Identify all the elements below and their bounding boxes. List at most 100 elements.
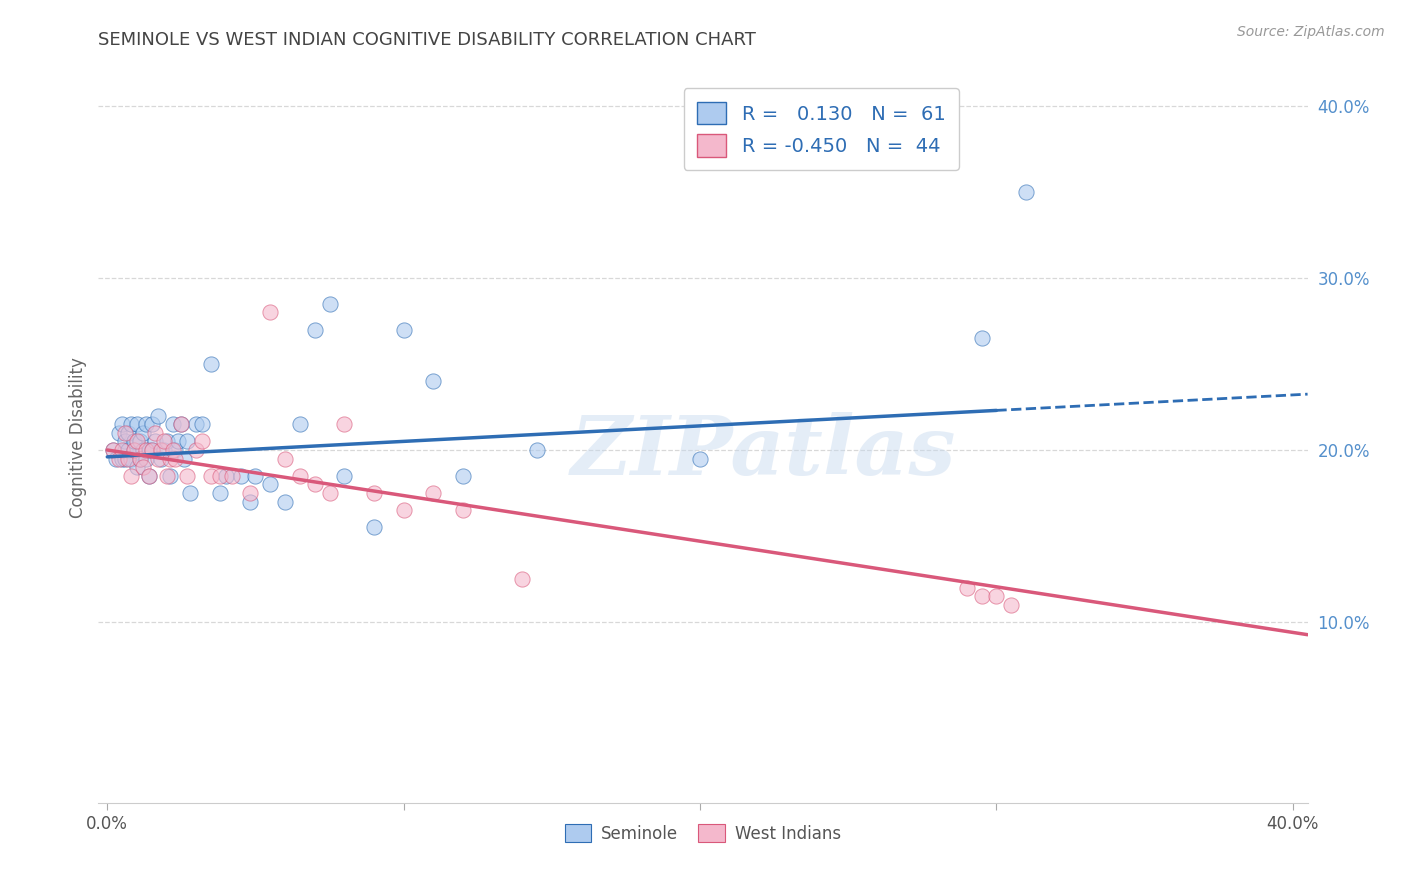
Point — [333, 417, 356, 432]
Y-axis label: Cognitive Disability: Cognitive Disability — [69, 357, 87, 517]
Point — [259, 477, 281, 491]
Point — [170, 417, 193, 432]
Point — [200, 357, 222, 371]
Point — [176, 468, 198, 483]
Point — [1015, 185, 1038, 199]
Point — [200, 468, 222, 483]
Point — [451, 468, 474, 483]
Point — [135, 417, 157, 432]
Text: ZIPatlas: ZIPatlas — [571, 412, 956, 491]
Point — [245, 468, 267, 483]
Point — [146, 451, 169, 466]
Point — [304, 322, 326, 336]
Point — [138, 442, 160, 457]
Point — [135, 442, 157, 457]
Point — [173, 451, 195, 466]
Point — [986, 589, 1008, 603]
Point — [191, 417, 214, 432]
Point — [165, 442, 187, 457]
Point — [689, 451, 711, 466]
Point — [132, 460, 155, 475]
Point — [956, 581, 979, 595]
Point — [167, 434, 190, 449]
Point — [149, 442, 172, 457]
Point — [159, 468, 181, 483]
Point — [304, 477, 326, 491]
Point — [274, 451, 297, 466]
Point — [970, 589, 993, 603]
Point — [122, 442, 145, 457]
Point — [117, 442, 139, 457]
Point — [122, 442, 145, 457]
Text: SEMINOLE VS WEST INDIAN COGNITIVE DISABILITY CORRELATION CHART: SEMINOLE VS WEST INDIAN COGNITIVE DISABI… — [98, 31, 756, 49]
Point — [132, 442, 155, 457]
Point — [143, 434, 166, 449]
Point — [108, 451, 131, 466]
Point — [363, 520, 385, 534]
Point — [143, 425, 166, 440]
Point — [422, 374, 444, 388]
Point — [138, 468, 160, 483]
Point — [111, 442, 134, 457]
Point — [152, 434, 174, 449]
Point — [333, 468, 356, 483]
Point — [526, 442, 548, 457]
Point — [141, 442, 163, 457]
Point — [108, 425, 131, 440]
Text: Source: ZipAtlas.com: Source: ZipAtlas.com — [1237, 25, 1385, 39]
Point — [221, 468, 243, 483]
Point — [159, 451, 181, 466]
Point — [141, 442, 163, 457]
Point — [114, 434, 136, 449]
Point — [111, 451, 134, 466]
Point — [422, 486, 444, 500]
Point — [155, 434, 177, 449]
Point — [363, 486, 385, 500]
Point — [970, 331, 993, 345]
Point — [114, 425, 136, 440]
Point — [103, 442, 125, 457]
Point — [125, 417, 148, 432]
Point — [125, 434, 148, 449]
Point — [451, 503, 474, 517]
Point — [186, 442, 208, 457]
Point — [120, 417, 142, 432]
Point — [215, 468, 238, 483]
Point — [117, 425, 139, 440]
Point — [208, 468, 231, 483]
Point — [288, 468, 311, 483]
Point — [259, 305, 281, 319]
Point — [239, 494, 262, 508]
Point — [162, 417, 184, 432]
Point — [186, 417, 208, 432]
Point — [152, 442, 174, 457]
Point — [146, 409, 169, 423]
Point — [122, 434, 145, 449]
Point — [138, 468, 160, 483]
Point — [274, 494, 297, 508]
Point — [149, 451, 172, 466]
Point — [103, 442, 125, 457]
Point — [165, 451, 187, 466]
Point — [162, 442, 184, 457]
Point — [239, 486, 262, 500]
Point — [510, 572, 533, 586]
Point — [191, 434, 214, 449]
Point — [392, 322, 415, 336]
Point — [129, 451, 152, 466]
Point — [120, 468, 142, 483]
Point — [318, 486, 340, 500]
Legend: Seminole, West Indians: Seminole, West Indians — [558, 817, 848, 849]
Point — [111, 417, 134, 432]
Point — [120, 451, 142, 466]
Point — [135, 451, 157, 466]
Point — [288, 417, 311, 432]
Point — [125, 460, 148, 475]
Point — [1000, 598, 1022, 612]
Point — [129, 451, 152, 466]
Point — [318, 296, 340, 310]
Point — [141, 417, 163, 432]
Point — [129, 434, 152, 449]
Point — [114, 451, 136, 466]
Point — [155, 468, 177, 483]
